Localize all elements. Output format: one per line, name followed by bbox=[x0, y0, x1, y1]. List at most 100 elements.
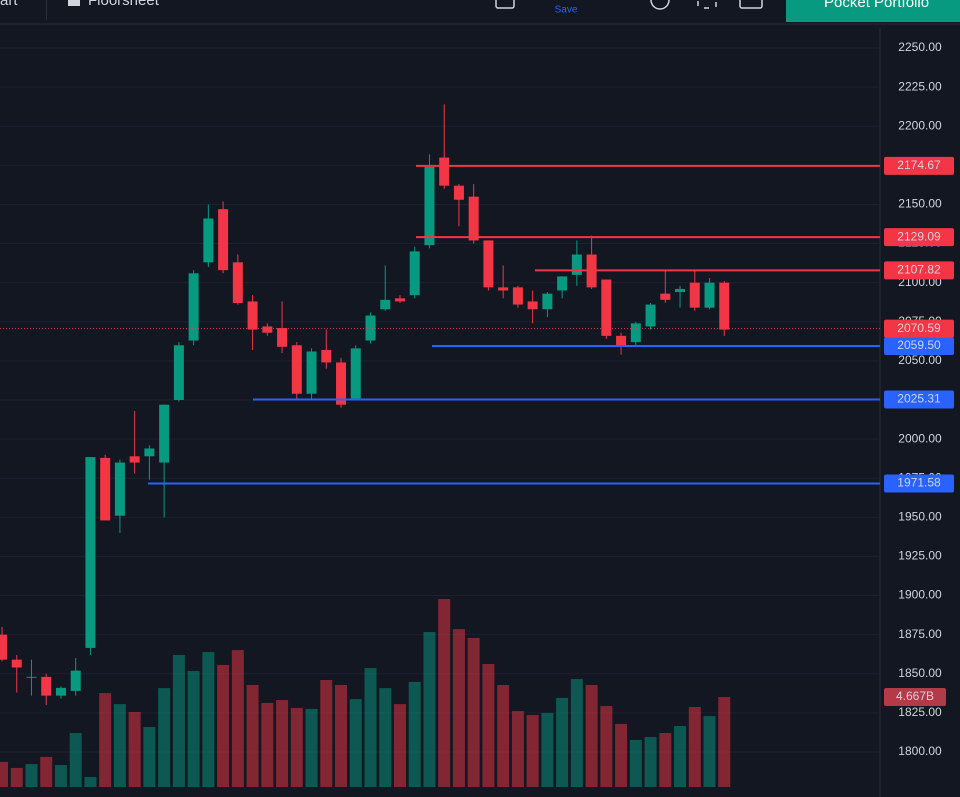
layout-icon[interactable] bbox=[495, 0, 515, 9]
volume-tag bbox=[884, 688, 946, 707]
volume-bar bbox=[659, 733, 672, 787]
candle-body bbox=[26, 676, 37, 678]
level-tag bbox=[884, 261, 954, 280]
volume-bar bbox=[688, 706, 701, 787]
y-tick-label: 1925.00 bbox=[898, 549, 942, 563]
candle-body bbox=[601, 279, 612, 336]
last-price-tag bbox=[884, 319, 954, 338]
volume-bar bbox=[69, 733, 82, 787]
volume-bar bbox=[10, 767, 23, 787]
level-label: 2174.67 bbox=[897, 158, 941, 172]
volume-bar bbox=[511, 711, 524, 787]
volume-bar bbox=[25, 764, 38, 787]
y-tick-label: 2050.00 bbox=[898, 353, 942, 367]
volume-bar bbox=[615, 723, 628, 787]
settings-icon[interactable] bbox=[650, 0, 670, 10]
volume-bar bbox=[364, 668, 377, 787]
volume-bar bbox=[113, 704, 126, 787]
candle-body bbox=[557, 276, 568, 291]
candle-body bbox=[468, 196, 479, 241]
candle-body bbox=[291, 345, 302, 394]
candle-body bbox=[321, 349, 332, 363]
volume-bar bbox=[276, 700, 289, 787]
candle-body bbox=[704, 282, 715, 308]
level-label: 2059.50 bbox=[897, 338, 941, 352]
level-tag bbox=[884, 228, 954, 247]
y-tick-label: 1850.00 bbox=[898, 666, 942, 680]
volume-bar bbox=[570, 679, 583, 787]
level-label: 1971.58 bbox=[897, 476, 941, 490]
floorsheet-button[interactable]: Floorsheet bbox=[88, 0, 160, 9]
volume-bar bbox=[408, 681, 421, 787]
volume-bar bbox=[629, 739, 642, 787]
level-label: 2107.82 bbox=[897, 263, 941, 277]
candle-body bbox=[173, 345, 184, 400]
candle-body bbox=[630, 323, 641, 343]
candle-body bbox=[247, 301, 258, 330]
volume-bar bbox=[40, 756, 53, 787]
candle-body bbox=[203, 218, 214, 263]
candle-body bbox=[675, 288, 686, 293]
snapshot-icon[interactable] bbox=[739, 0, 763, 9]
volume-bar bbox=[158, 688, 171, 787]
candle-body bbox=[453, 185, 464, 200]
candle-body bbox=[660, 293, 671, 300]
candle-body bbox=[55, 687, 66, 696]
level-tag bbox=[884, 156, 954, 175]
y-tick-label: 1800.00 bbox=[898, 744, 942, 758]
level-tag bbox=[884, 474, 954, 493]
candle-body bbox=[144, 448, 155, 457]
volume-bar bbox=[0, 761, 8, 787]
candle-body bbox=[232, 262, 243, 304]
candle-body bbox=[336, 362, 347, 405]
candle-body bbox=[365, 315, 376, 341]
candle-body bbox=[512, 287, 523, 305]
candle-body bbox=[70, 670, 81, 691]
volume-bar bbox=[349, 699, 362, 787]
separator bbox=[46, 0, 47, 20]
candle-body bbox=[498, 287, 509, 291]
candle-body bbox=[41, 676, 52, 696]
pocket-portfolio-button[interactable] bbox=[786, 0, 960, 22]
save-button[interactable]: Save bbox=[555, 5, 578, 16]
candle-body bbox=[350, 348, 361, 399]
level-tag bbox=[884, 390, 954, 409]
candle-body bbox=[439, 157, 450, 186]
volume-bar bbox=[290, 707, 303, 787]
volume-bar bbox=[379, 688, 392, 787]
candle-body bbox=[129, 456, 140, 463]
candle-body bbox=[218, 209, 229, 271]
volume-bar bbox=[674, 726, 687, 787]
volume-bar bbox=[54, 765, 67, 787]
volume-bar bbox=[541, 712, 554, 787]
candle-body bbox=[689, 282, 700, 308]
candle-body bbox=[571, 254, 582, 275]
pocket-portfolio-label: Pocket Portfolio bbox=[824, 0, 929, 11]
floorsheet-icon[interactable] bbox=[68, 0, 80, 6]
volume-bar bbox=[187, 670, 200, 787]
volume-bar bbox=[600, 706, 613, 787]
volume-label: 4.667B bbox=[896, 689, 934, 703]
candle-body bbox=[483, 240, 494, 288]
chart-tab[interactable]: art bbox=[0, 0, 18, 9]
fullscreen-icon[interactable] bbox=[697, 0, 717, 9]
volume-bar bbox=[143, 727, 156, 787]
volume-bar bbox=[231, 650, 244, 787]
candle-body bbox=[159, 404, 170, 463]
candle-body bbox=[0, 634, 7, 660]
candle-body bbox=[114, 462, 125, 516]
candle-body bbox=[719, 282, 730, 330]
candle-body bbox=[100, 457, 111, 521]
level-label: 2129.09 bbox=[897, 229, 941, 243]
volume-bar bbox=[246, 685, 259, 787]
volume-bar bbox=[482, 663, 495, 787]
volume-bar bbox=[718, 697, 731, 787]
y-tick-label: 1900.00 bbox=[898, 588, 942, 602]
volume-bar bbox=[261, 702, 274, 787]
volume-bar bbox=[99, 693, 112, 787]
y-tick-label: 1950.00 bbox=[898, 509, 942, 523]
y-tick-label: 2250.00 bbox=[898, 40, 942, 54]
candle-body bbox=[394, 298, 405, 302]
candle-body bbox=[11, 659, 22, 668]
